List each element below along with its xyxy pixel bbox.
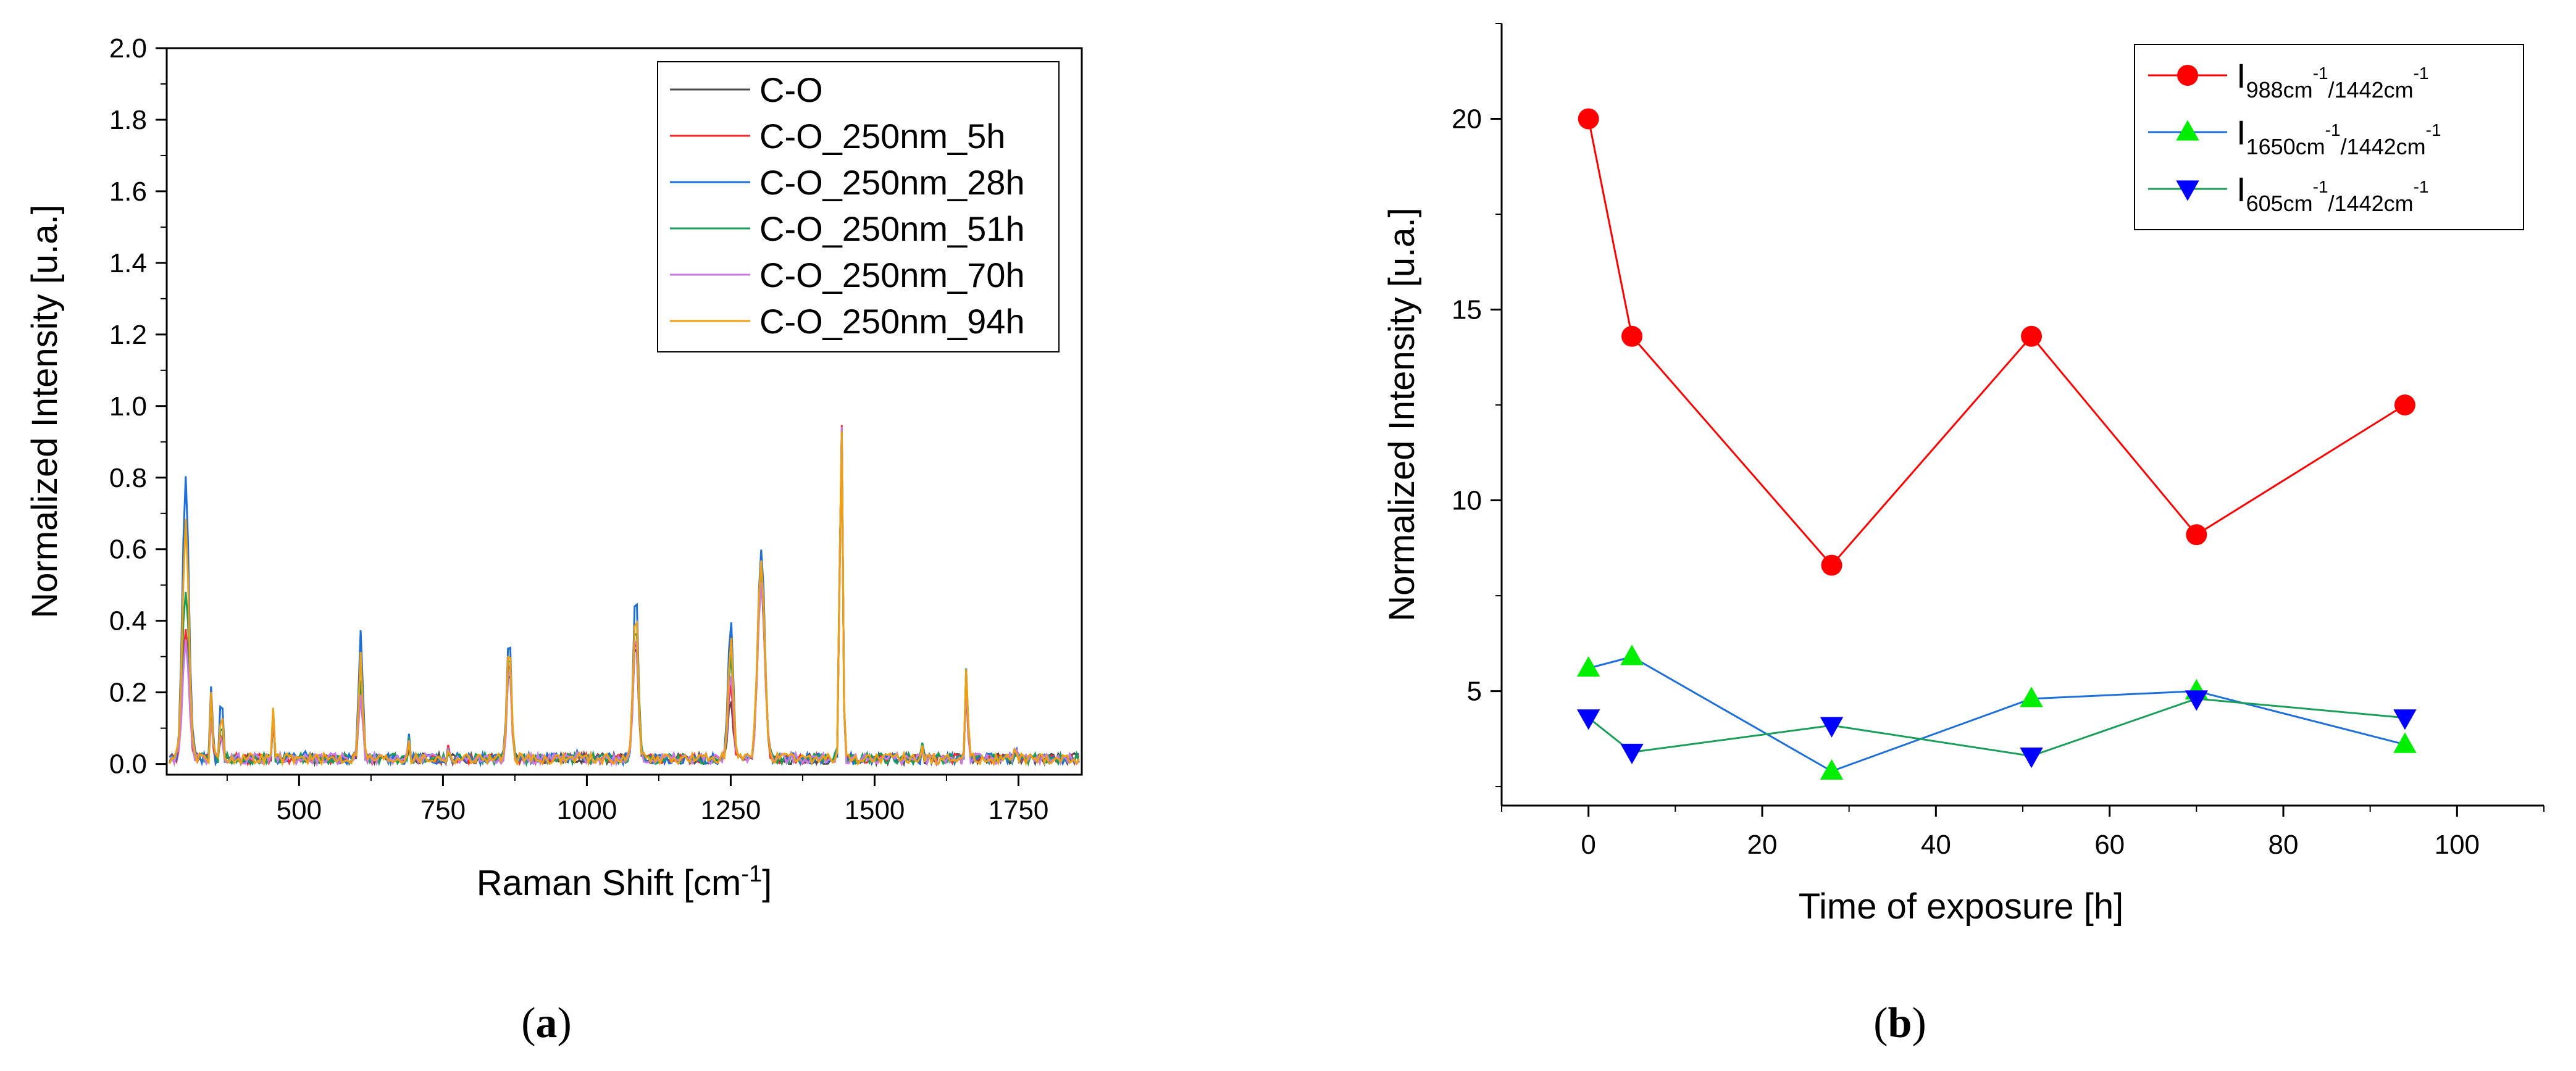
- x-tick-label-a: 500: [277, 795, 322, 825]
- data-point-b: [1820, 759, 1844, 780]
- data-point-b: [1820, 717, 1844, 738]
- y-axis-title-b: Normalized Intensity [u.a.]: [1382, 207, 1422, 622]
- panel-label-b: (b): [1873, 999, 1926, 1047]
- data-point-b: [2020, 686, 2043, 707]
- x-tick-label-a: 1000: [556, 795, 617, 825]
- legend-label-b: I1650cm-1/1442cm-1: [2236, 113, 2441, 159]
- y-tick-label-a: 1.2: [109, 320, 147, 350]
- data-point-b: [1621, 325, 1642, 347]
- y-tick-label-a: 0.0: [109, 749, 147, 780]
- legend-label-a: C-O_250nm_51h: [759, 209, 1025, 248]
- x-tick-label-a: 1750: [989, 795, 1049, 825]
- plot-frame-a: [165, 47, 1083, 776]
- x-axis-title-a: Raman Shift [cm-1]: [477, 861, 772, 903]
- data-point-b: [2021, 325, 2043, 347]
- data-point-b: [1821, 554, 1842, 576]
- y-tick-label-a: 0.2: [109, 678, 147, 708]
- x-axis-title-b: Time of exposure [h]: [1799, 886, 2124, 927]
- y-tick-label-a: 1.8: [109, 105, 147, 135]
- legend-swatch-marker-b: [2176, 180, 2199, 201]
- y-tick-label-b: 10: [1452, 486, 1482, 516]
- legend-box-a: [657, 61, 1060, 352]
- data-point-b: [2020, 748, 2043, 769]
- data-point-b: [2393, 709, 2417, 730]
- data-point-b: [2393, 732, 2417, 753]
- y-tick-label-a: 1.6: [109, 177, 147, 207]
- legend-label-a: C-O_250nm_28h: [759, 163, 1025, 202]
- legend-label-a: C-O_250nm_5h: [759, 117, 1005, 156]
- legend-swatch-marker-b: [2176, 120, 2199, 141]
- legend-label-a: C-O: [759, 70, 823, 109]
- legend-label-a: C-O_250nm_70h: [759, 256, 1025, 294]
- series-line-4: [169, 433, 1080, 767]
- y-axis-title-a: Normalized Intensity [u.a.]: [25, 204, 65, 619]
- x-tick-label-a: 750: [420, 795, 466, 825]
- y-tick-label-b: 15: [1452, 295, 1482, 325]
- series-line-1: [169, 431, 1080, 768]
- legend-swatch-marker-b: [2177, 65, 2198, 86]
- data-point-b: [1620, 644, 1644, 665]
- y-tick-label-a: 0.8: [109, 463, 147, 493]
- y-tick-label-b: 20: [1452, 104, 1482, 135]
- data-point-b: [1578, 108, 1599, 130]
- legend-label-a: C-O_250nm_94h: [759, 302, 1025, 341]
- series-line-2: [169, 425, 1079, 767]
- y-tick-label-a: 1.0: [109, 391, 147, 422]
- x-tick-label-a: 1500: [845, 795, 905, 825]
- panel-label-a: (a): [521, 999, 572, 1047]
- y-tick-label-a: 0.6: [109, 535, 147, 565]
- x-tick-label-b: 80: [2269, 830, 2299, 860]
- data-point-b: [1620, 743, 1644, 765]
- y-tick-label-a: 1.4: [109, 248, 147, 278]
- x-tick-label-b: 0: [1581, 830, 1595, 860]
- chart-panel-b: 0 20 40 60 80 100 5 10 15 20 Time of exposure [h] N…: [1382, 23, 2545, 927]
- legend-label-b: I605cm-1/1442cm-1: [2236, 170, 2429, 216]
- x-tick-label-a: 1250: [700, 795, 761, 825]
- data-point-b: [1576, 709, 1600, 730]
- data-point-b: [2394, 394, 2415, 416]
- chart-panel-a: 500 750 1000 1250 1500 1750 0.0 0.2 0.4 0.6 0.8 1.0…: [25, 33, 1083, 903]
- series-line-6: [169, 431, 1080, 767]
- x-tick-label-b: 100: [2435, 830, 2480, 860]
- y-tick-label-a: 0.4: [109, 606, 147, 636]
- x-tick-label-b: 40: [1921, 830, 1951, 860]
- y-tick-label-a: 2.0: [109, 33, 147, 64]
- series-line-5: [169, 427, 1080, 767]
- series-line-b-2: [1588, 656, 2406, 773]
- series-line-3: [169, 429, 1079, 768]
- data-point-b: [1576, 656, 1600, 677]
- legend-label-b: I988cm-1/1442cm-1: [2236, 56, 2429, 102]
- series-line-b-1: [1587, 119, 2406, 567]
- y-tick-label-b: 5: [1467, 677, 1482, 707]
- series-line-b-3: [1587, 698, 2406, 757]
- data-point-b: [2185, 690, 2209, 711]
- x-tick-label-b: 60: [2094, 830, 2125, 860]
- x-tick-label-b: 20: [1747, 830, 1778, 860]
- data-point-b: [2186, 524, 2207, 546]
